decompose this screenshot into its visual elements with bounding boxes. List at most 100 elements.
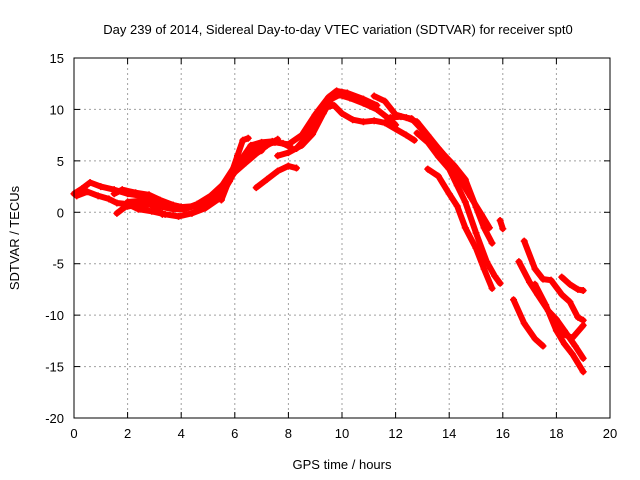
data-point <box>322 103 330 111</box>
data-point <box>520 237 528 245</box>
x-tick-label: 6 <box>231 426 238 441</box>
data-point <box>410 136 418 144</box>
data-point <box>571 342 579 350</box>
data-point <box>132 189 140 197</box>
data-point <box>145 199 153 207</box>
data-point <box>191 202 199 210</box>
data-point <box>373 105 381 113</box>
data-point <box>520 319 528 327</box>
series-track-i <box>292 101 418 153</box>
data-point <box>560 340 568 348</box>
data-point <box>515 258 523 266</box>
series-track-m <box>424 165 496 292</box>
y-tick-label: -10 <box>45 308 64 323</box>
series-line <box>414 130 504 287</box>
data-point <box>488 284 496 292</box>
y-tick-label: -20 <box>45 411 64 426</box>
data-point <box>472 229 480 237</box>
data-point <box>531 265 539 273</box>
data-point <box>531 335 539 343</box>
data-point <box>370 92 378 100</box>
series-track-e <box>124 197 166 218</box>
data-point <box>247 141 255 149</box>
data-point <box>113 199 121 207</box>
data-point <box>539 275 547 283</box>
data-point <box>480 224 488 232</box>
data-point <box>118 186 126 194</box>
data-point <box>298 131 306 139</box>
data-point <box>445 190 453 198</box>
series-group <box>70 87 587 376</box>
x-tick-label: 10 <box>335 426 349 441</box>
data-point <box>531 280 539 288</box>
data-point <box>558 291 566 299</box>
series-track-t <box>558 273 587 294</box>
data-point <box>402 131 410 139</box>
series-line <box>548 312 587 341</box>
x-tick-label: 8 <box>285 426 292 441</box>
data-point <box>349 116 357 124</box>
data-point <box>461 224 469 232</box>
x-tick-label: 12 <box>388 426 402 441</box>
x-tick-label: 2 <box>124 426 131 441</box>
series-track-s <box>547 311 587 342</box>
data-point <box>579 286 587 294</box>
data-point <box>574 285 582 293</box>
data-point <box>247 152 255 160</box>
data-point <box>434 172 442 180</box>
x-tick-label: 14 <box>442 426 456 441</box>
x-tick-label: 16 <box>496 426 510 441</box>
data-point <box>558 330 566 338</box>
data-point <box>413 129 421 137</box>
y-tick-label: -15 <box>45 360 64 375</box>
data-point <box>153 206 161 214</box>
series-line <box>532 281 587 375</box>
data-point <box>566 298 574 306</box>
data-point <box>284 149 292 157</box>
x-tick-label: 0 <box>70 426 77 441</box>
data-point <box>418 126 426 134</box>
data-point <box>335 91 343 99</box>
data-point <box>292 164 300 172</box>
data-point <box>263 141 271 149</box>
data-point <box>568 350 576 358</box>
data-point <box>188 209 196 217</box>
series-track-n <box>496 217 507 233</box>
data-point <box>491 272 499 280</box>
data-point <box>392 125 400 133</box>
x-tick-label: 4 <box>178 426 185 441</box>
series-line <box>253 163 300 191</box>
data-point <box>496 279 504 287</box>
ticks: 0 2 4 6 8 10 12 14 16 18 20 -20 -15 -10 -5 0 5 10 15 <box>45 51 617 441</box>
data-point <box>397 113 405 121</box>
data-point <box>461 175 469 183</box>
data-point <box>274 152 282 160</box>
data-point <box>566 280 574 288</box>
data-point <box>338 110 346 118</box>
series-line <box>218 135 252 203</box>
data-point <box>284 162 292 170</box>
data-point <box>480 265 488 273</box>
x-tick-label: 18 <box>549 426 563 441</box>
series-track-q <box>520 237 587 324</box>
data-point <box>451 162 459 170</box>
data-point <box>327 95 335 103</box>
data-point <box>496 217 504 225</box>
data-point <box>424 138 432 146</box>
series-line <box>521 238 587 324</box>
data-point <box>472 244 480 252</box>
data-point <box>158 203 166 211</box>
data-point <box>346 94 354 102</box>
data-point <box>558 273 566 281</box>
y-axis-label: SDTVAR / TECUs <box>7 185 22 290</box>
data-point <box>252 184 260 192</box>
data-point <box>424 165 432 173</box>
data-point <box>381 97 389 105</box>
data-point <box>274 167 282 175</box>
y-tick-label: 5 <box>57 154 64 169</box>
data-point <box>97 183 105 191</box>
data-point <box>547 311 555 319</box>
data-point <box>169 205 177 213</box>
data-point <box>381 119 389 127</box>
